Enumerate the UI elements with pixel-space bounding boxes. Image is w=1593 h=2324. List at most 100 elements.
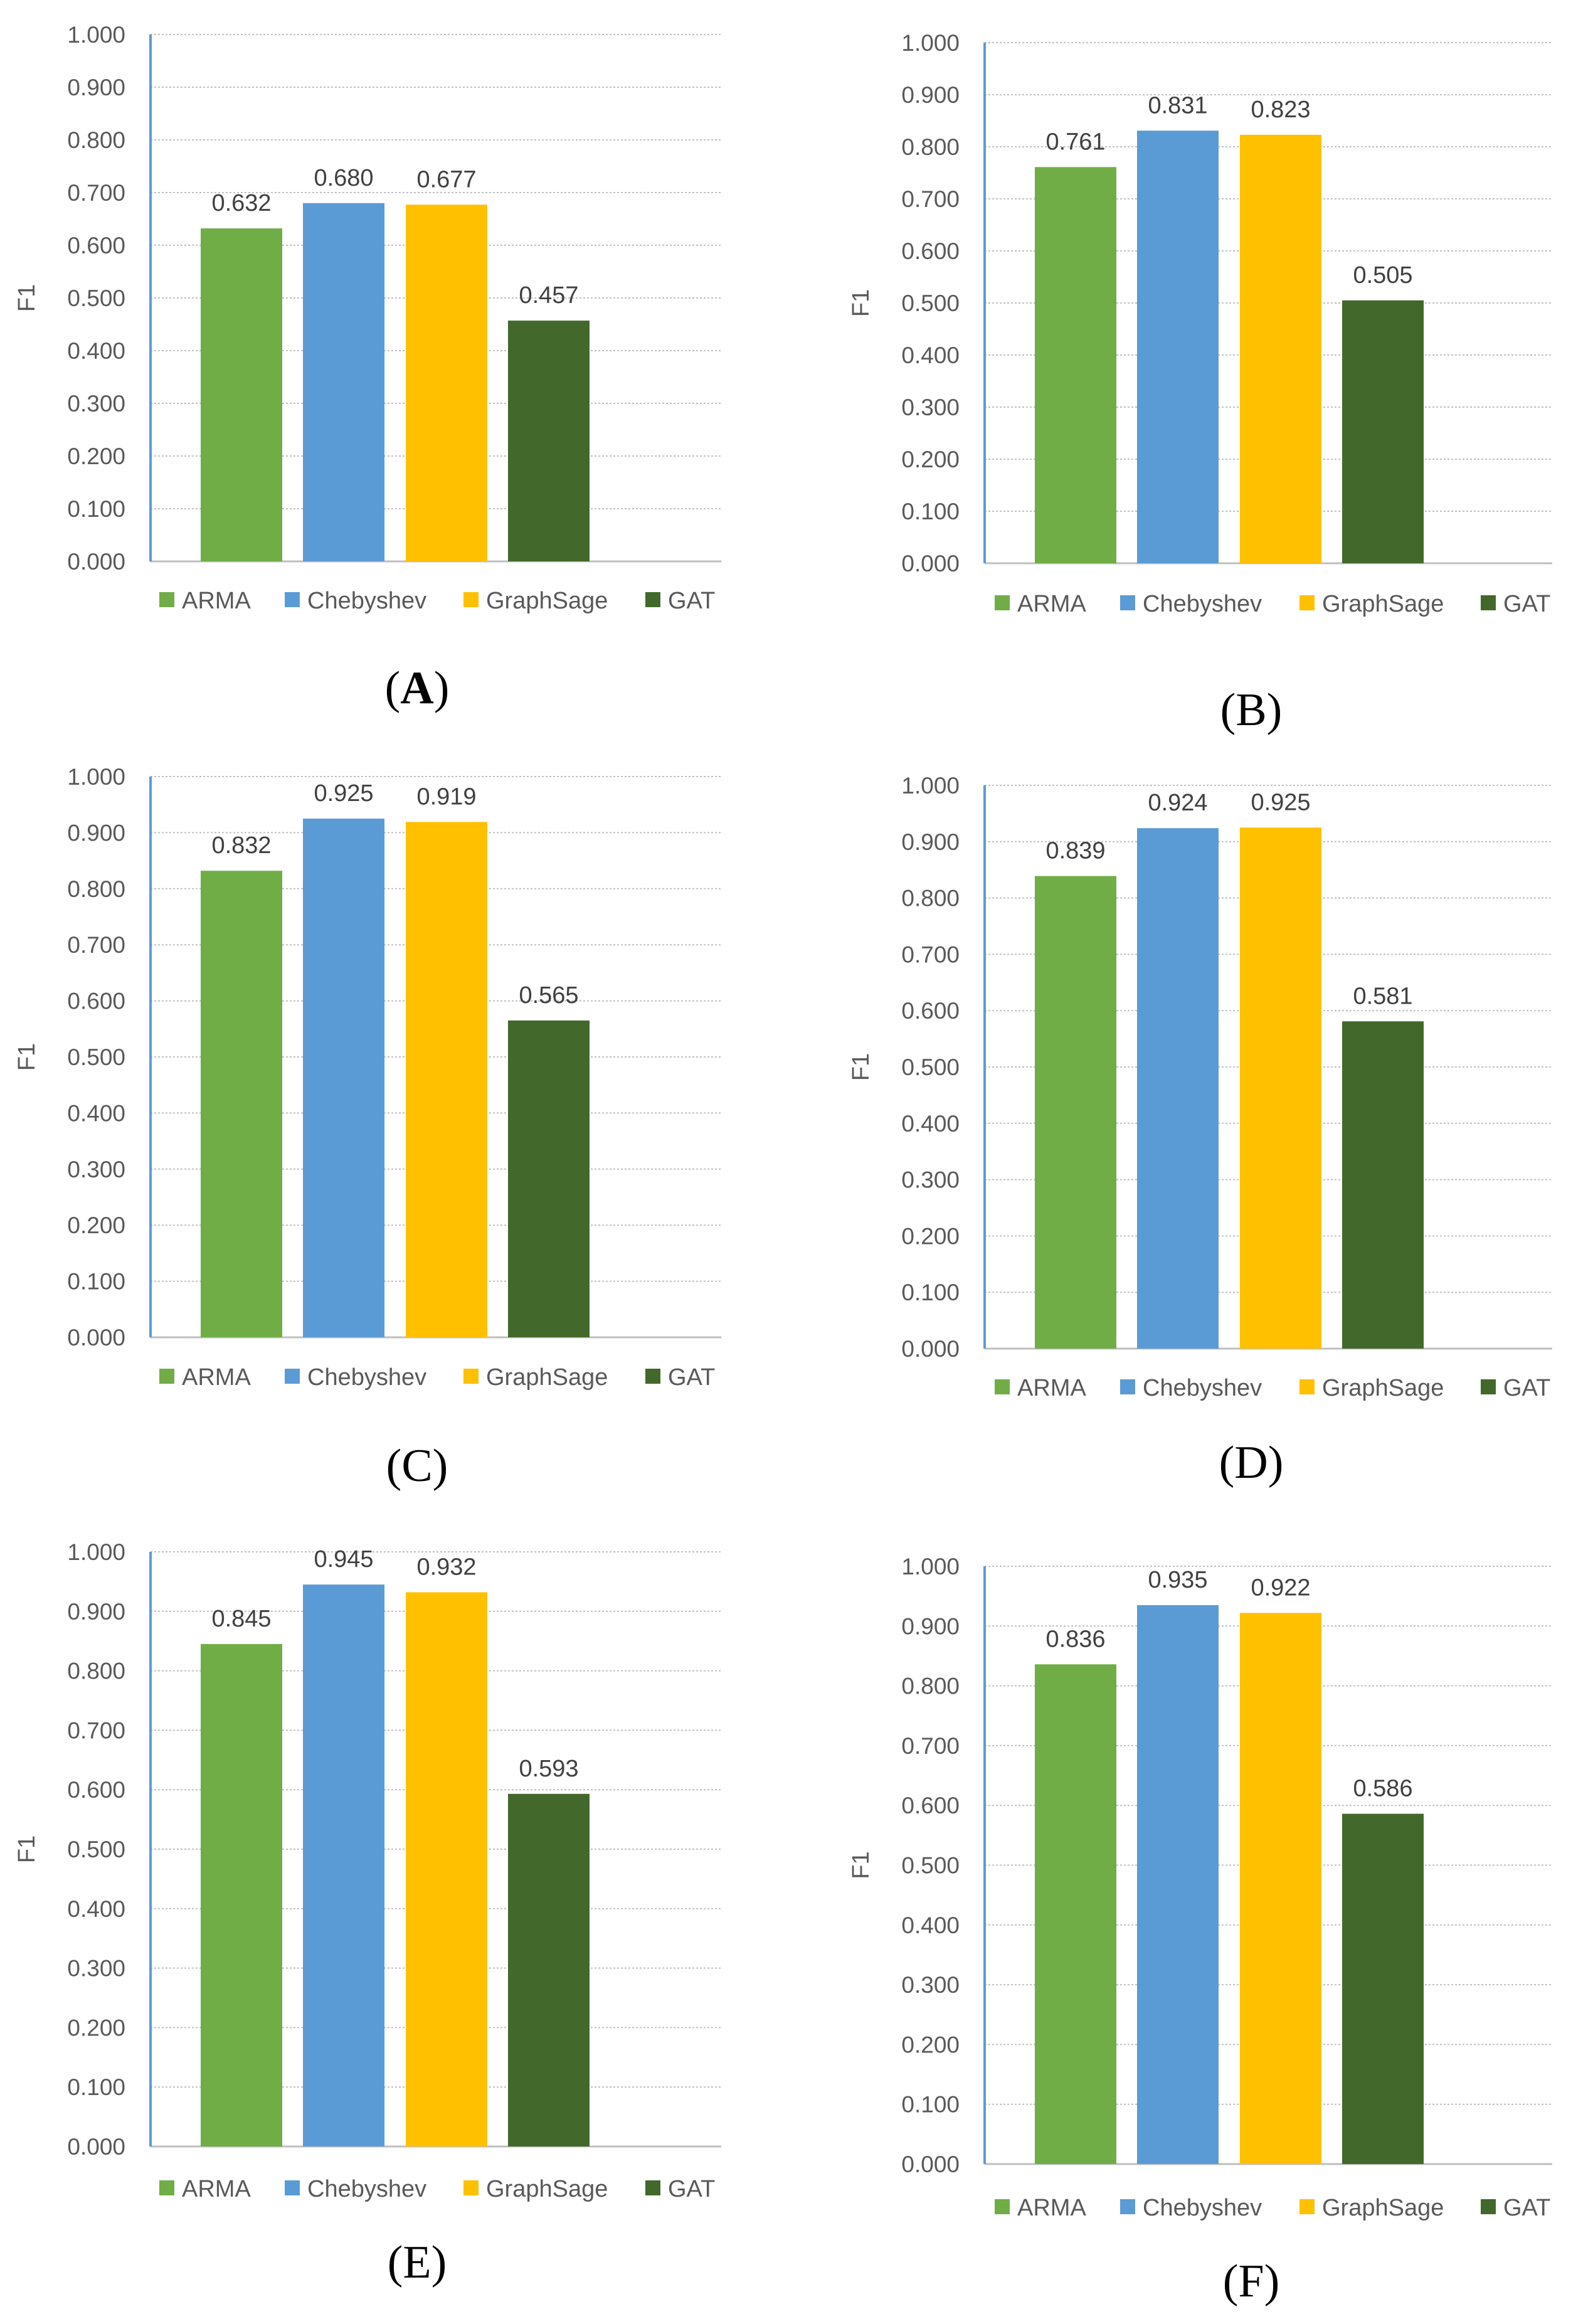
- legend-swatch: [1299, 2199, 1315, 2214]
- data-label: 0.593: [519, 1756, 578, 1782]
- y-tick-label: 1.000: [67, 22, 125, 48]
- data-label: 0.505: [1353, 262, 1412, 289]
- legend-swatch: [1120, 595, 1135, 610]
- y-axis-label: F1: [848, 289, 874, 317]
- caption-e: (E): [387, 2237, 447, 2288]
- legend-swatch: [285, 2180, 300, 2195]
- bar-graphsage: [1240, 1613, 1321, 2164]
- y-tick-label: 0.000: [67, 2134, 125, 2160]
- data-label: 0.932: [416, 1554, 476, 1580]
- legend-swatch: [645, 592, 660, 607]
- y-tick-label: 0.600: [901, 1793, 960, 1818]
- y-tick-label: 0.100: [67, 2074, 125, 2100]
- legend-label: GraphSage: [486, 588, 608, 614]
- legend-swatch: [285, 1369, 300, 1384]
- bar-graphsage: [1240, 827, 1321, 1349]
- y-tick-label: 0.100: [901, 1280, 960, 1305]
- data-label: 0.919: [416, 783, 476, 810]
- legend-label: ARMA: [182, 1364, 251, 1391]
- bar-arma: [1035, 1664, 1116, 2164]
- y-tick-label: 0.400: [901, 1913, 960, 1938]
- y-tick-label: 0.400: [901, 1111, 960, 1137]
- caption-a: (A): [384, 662, 450, 714]
- bar-arma: [201, 228, 282, 561]
- legend-swatch: [285, 592, 300, 607]
- data-label: 0.823: [1251, 97, 1310, 123]
- bar-chebyshev: [1137, 828, 1219, 1349]
- y-tick-label: 0.900: [901, 82, 960, 108]
- caption-letter: B: [1236, 684, 1267, 736]
- data-label: 0.680: [314, 165, 373, 191]
- bar-gat: [1342, 300, 1424, 563]
- legend-swatch: [1120, 2199, 1135, 2214]
- caption-c: (C): [386, 1440, 448, 1492]
- legend-label: ARMA: [1017, 591, 1086, 617]
- y-tick-label: 0.700: [67, 1717, 125, 1743]
- data-label: 0.586: [1353, 1776, 1412, 1802]
- y-tick-label: 0.700: [67, 932, 125, 958]
- data-label: 0.925: [1251, 789, 1310, 815]
- y-tick-label: 0.200: [901, 2032, 960, 2057]
- legend-swatch: [159, 1369, 174, 1384]
- y-tick-label: 0.600: [901, 998, 960, 1024]
- y-tick-label: 0.800: [901, 886, 960, 911]
- legend-label: Chebyshev: [1143, 1375, 1262, 1401]
- data-label: 0.831: [1148, 92, 1207, 119]
- y-tick-label: 0.700: [901, 942, 960, 967]
- y-tick-label: 0.800: [67, 127, 125, 153]
- legend-swatch: [1481, 2199, 1496, 2214]
- data-label: 0.581: [1353, 983, 1412, 1009]
- y-tick-label: 0.500: [67, 285, 125, 311]
- bar-graphsage: [406, 204, 487, 561]
- chart-panel-a: 0.000 0.100 0.200 0.300 0.400 0.500 0.600 0.700…: [14, 22, 721, 614]
- y-tick-label: 1.000: [901, 1554, 960, 1579]
- legend-swatch: [645, 1369, 660, 1384]
- caption-letter: E: [403, 2237, 431, 2288]
- legend-label: GraphSage: [486, 2176, 608, 2202]
- legend-swatch: [995, 1379, 1010, 1394]
- legend-label: GAT: [1503, 591, 1550, 617]
- y-tick-label: 0.200: [901, 1223, 960, 1249]
- y-tick-label: 1.000: [67, 764, 125, 790]
- legend-swatch: [1481, 1379, 1496, 1394]
- y-axis-label: F1: [14, 1043, 40, 1071]
- data-label: 0.922: [1251, 1574, 1310, 1601]
- legend-swatch: [995, 2199, 1010, 2214]
- legend-swatch: [645, 2180, 660, 2195]
- data-label: 0.925: [314, 780, 373, 807]
- legend-label: ARMA: [1017, 2195, 1086, 2221]
- y-tick-label: 0.600: [901, 238, 960, 264]
- y-tick-label: 1.000: [901, 773, 960, 799]
- y-tick-label: 0.700: [901, 1733, 960, 1759]
- bar-arma: [1035, 876, 1116, 1349]
- legend-label: GraphSage: [1322, 2195, 1444, 2221]
- caption-d: (D): [1219, 1437, 1284, 1488]
- chart-panel-e: 0.000 0.100 0.200 0.300 0.400 0.500 0.600 0.700…: [14, 1539, 721, 2202]
- y-tick-label: 0.800: [901, 1674, 960, 1699]
- y-tick-label: 0.200: [67, 2015, 125, 2040]
- caption-letter: A: [400, 662, 434, 714]
- legend-label: ARMA: [182, 2176, 251, 2202]
- bar-arma: [201, 1643, 282, 2146]
- legend-label: Chebyshev: [307, 1364, 426, 1391]
- legend-label: Chebyshev: [307, 2176, 426, 2202]
- y-tick-label: 0.100: [901, 499, 960, 524]
- y-tick-label: 0.400: [67, 1100, 125, 1126]
- bar-arma: [1035, 167, 1116, 563]
- y-tick-label: 0.500: [67, 1044, 125, 1070]
- y-tick-label: 0.500: [901, 290, 960, 316]
- legend-label: GAT: [668, 2176, 715, 2202]
- data-label: 0.935: [1148, 1567, 1207, 1593]
- bar-graphsage: [406, 822, 487, 1337]
- legend-swatch: [159, 592, 174, 607]
- legend-label: GAT: [668, 1364, 715, 1391]
- legend-label: Chebyshev: [307, 588, 426, 614]
- data-label: 0.836: [1045, 1626, 1105, 1652]
- caption-letter: F: [1238, 2256, 1264, 2307]
- y-axis-label: F1: [848, 1053, 874, 1081]
- data-label: 0.924: [1148, 790, 1207, 816]
- y-tick-label: 0.500: [901, 1054, 960, 1080]
- y-tick-label: 0.600: [67, 233, 125, 258]
- bar-gat: [1342, 1021, 1424, 1349]
- legend-label: GAT: [668, 588, 715, 614]
